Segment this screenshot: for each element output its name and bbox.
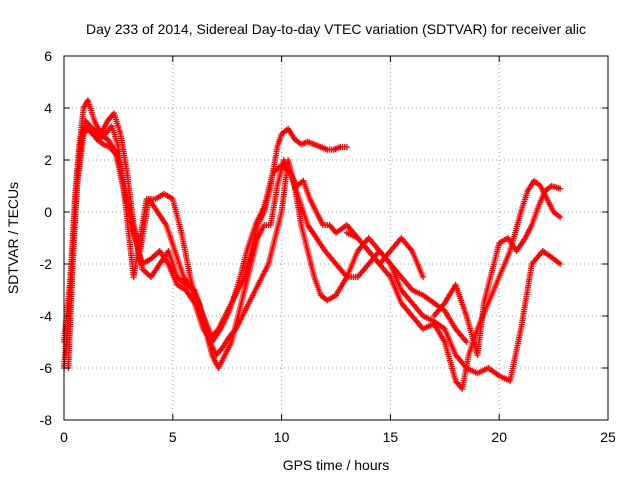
series-track-4 [61,123,564,384]
data-point [557,261,564,267]
x-tick-label: 0 [60,429,68,445]
y-tick-label: 0 [44,204,52,220]
axis-tick-labels: 0 5 10 15 20 25 -8 -6 -4 -2 0 2 4 6 [40,48,616,445]
x-tick-label: 25 [600,429,616,445]
x-tick-label: 5 [169,429,177,445]
data-point [420,274,427,280]
data-point [557,214,564,221]
data-point [463,339,470,345]
y-axis-label: SDTVAR / TECUs [5,182,21,294]
y-tick-label: 4 [44,100,52,116]
y-tick-label: -6 [40,360,53,376]
plot-frame [63,55,609,421]
x-tick-label: 20 [491,429,507,445]
y-tick-label: -2 [40,256,53,272]
data-point [343,144,350,150]
y-tick-label: -4 [40,308,53,324]
x-tick-label: 15 [383,429,399,445]
y-tick-label: 2 [44,152,52,168]
data-point [557,185,564,192]
series-track-6 [430,183,564,358]
y-tick-label: 6 [44,48,52,64]
axis-ticks [63,55,609,421]
y-tick-label: -8 [40,412,53,428]
chart-title: Day 233 of 2014, Sidereal Day-to-day VTE… [86,21,586,37]
data-layer [61,97,564,392]
x-axis-label: GPS time / hours [283,457,390,473]
x-tick-label: 10 [274,429,290,445]
